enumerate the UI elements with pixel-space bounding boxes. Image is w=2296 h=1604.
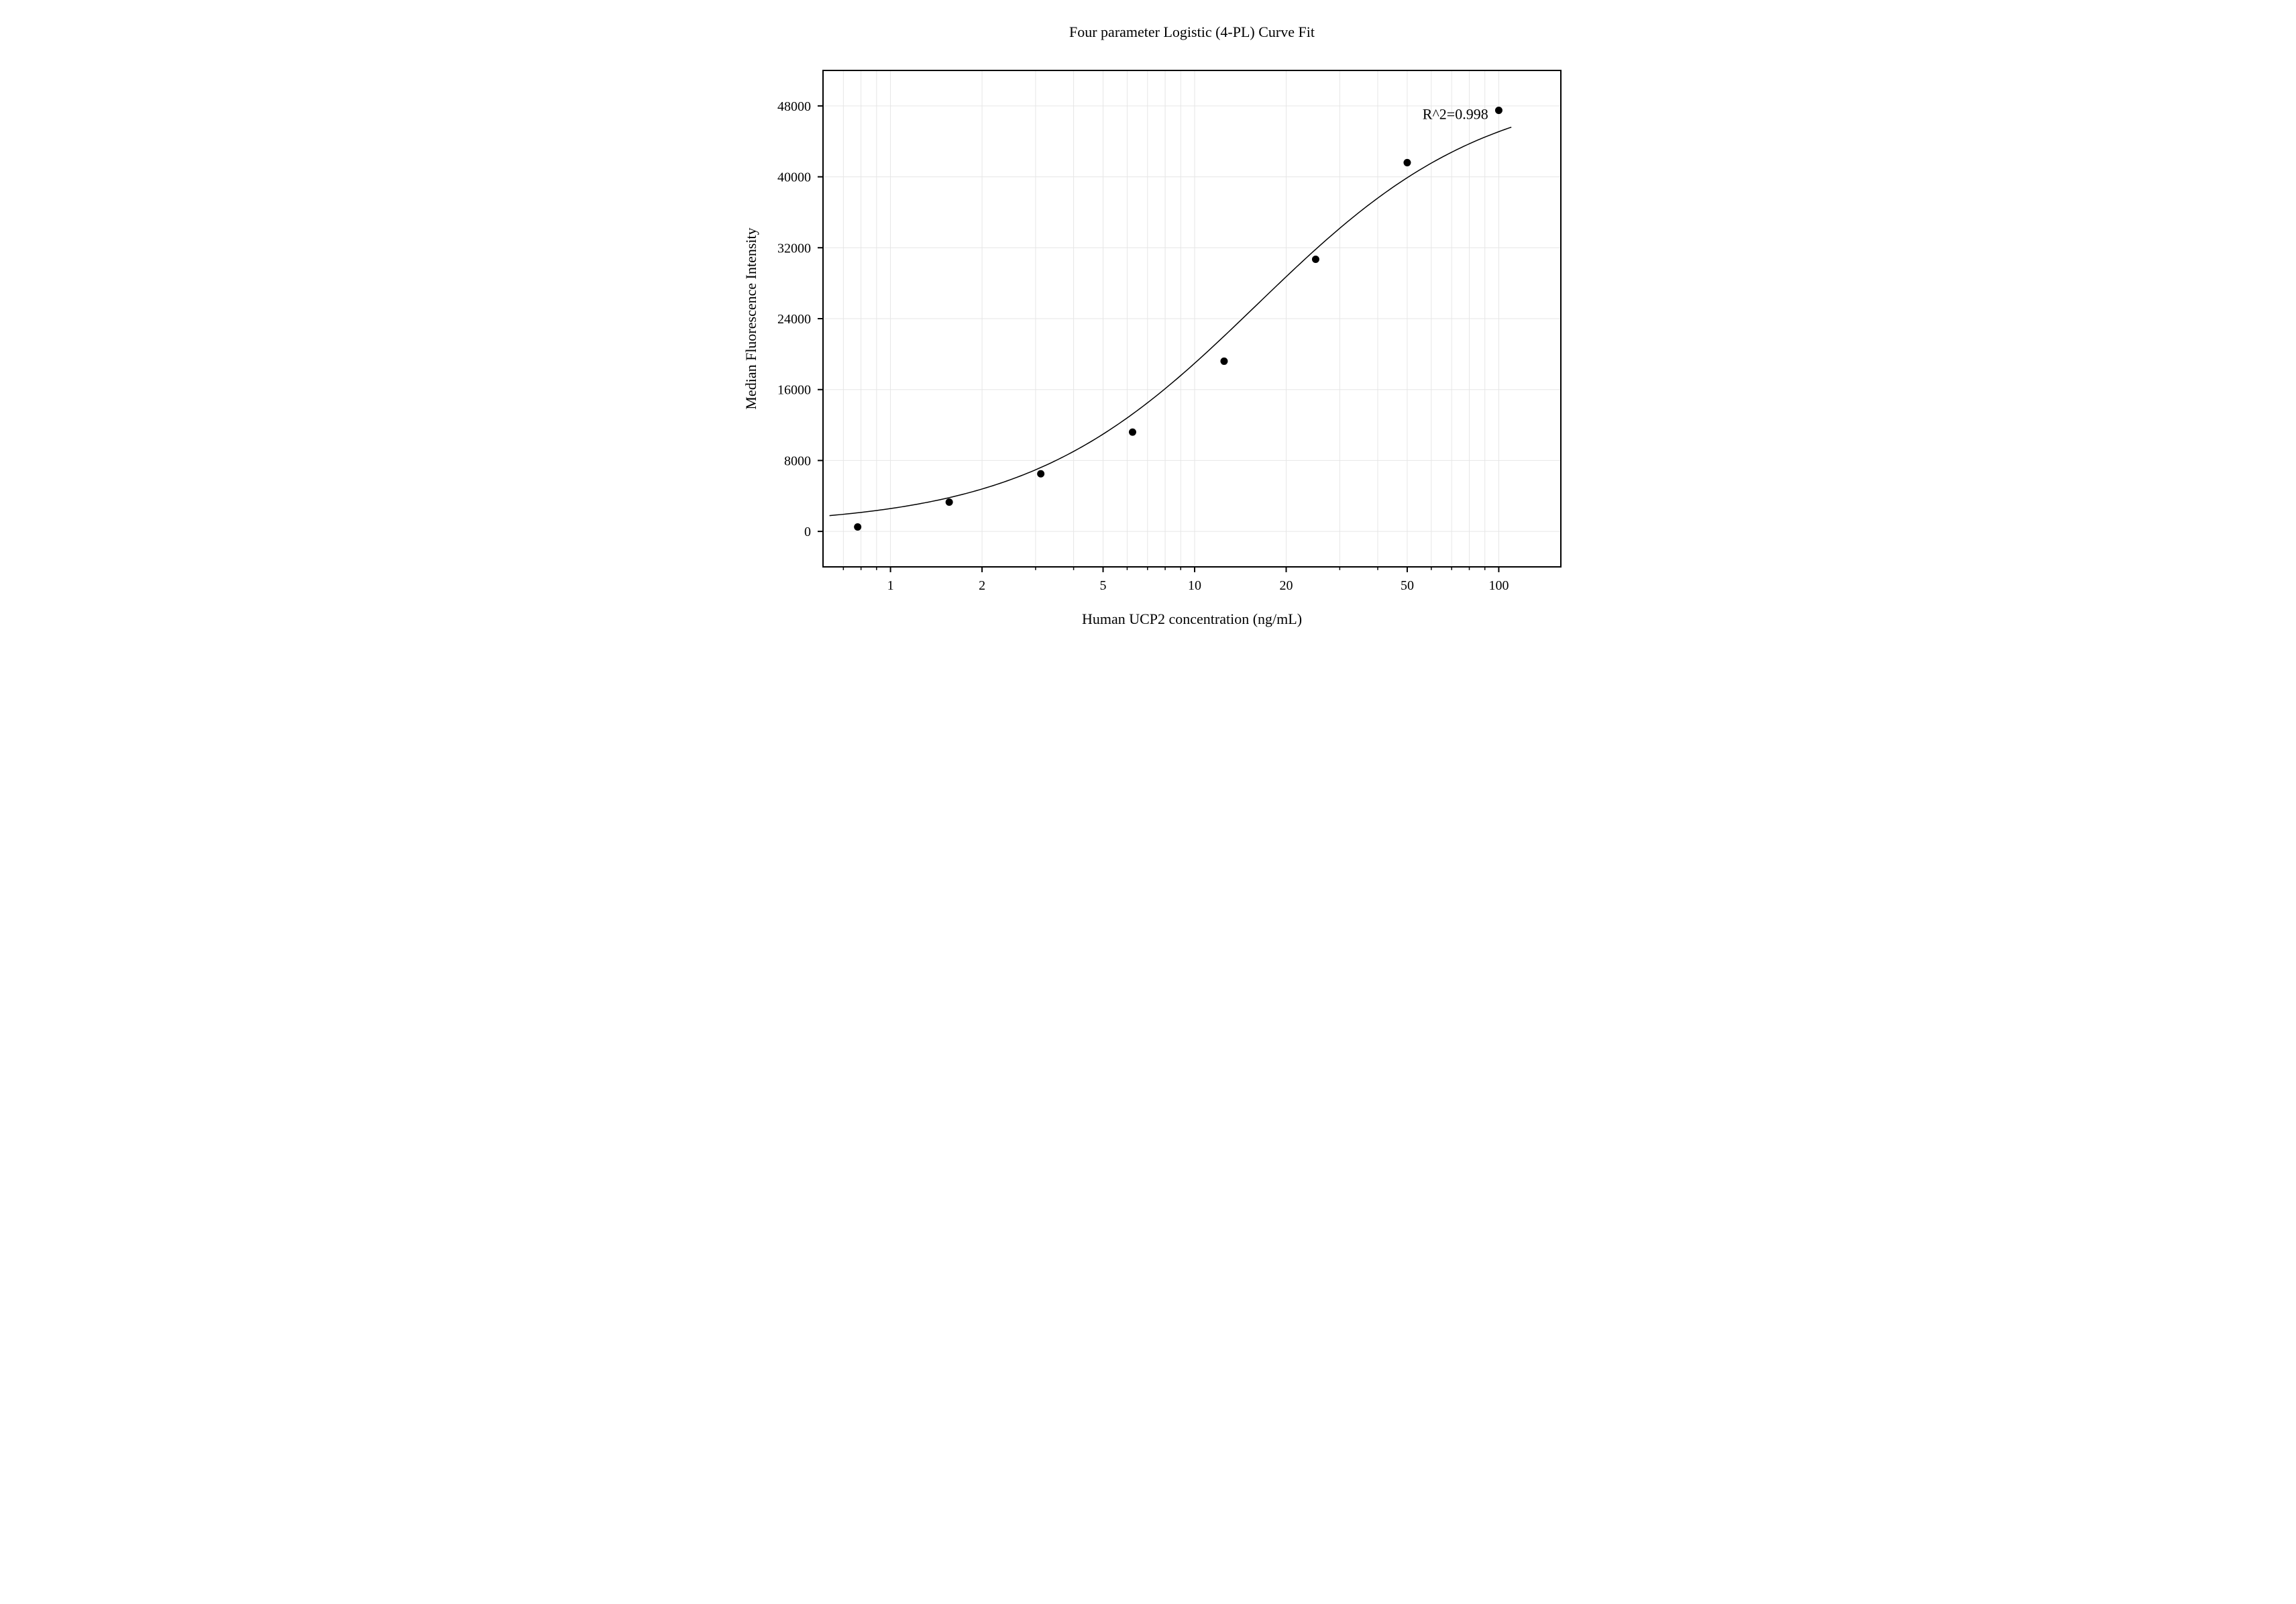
x-axis-label: Human UCP2 concentration (ng/mL): [1081, 610, 1301, 627]
data-point: [945, 498, 952, 506]
r-squared-annotation: R^2=0.998: [1422, 106, 1488, 123]
chart-title: Four parameter Logistic (4-PL) Curve Fit: [1069, 23, 1315, 40]
x-tick-label: 1: [887, 578, 893, 593]
data-point: [1494, 107, 1502, 114]
y-axis-label: Median Fluorescence Intensity: [743, 227, 759, 409]
data-point: [1037, 470, 1044, 478]
chart-svg: 1 2 5 10 20 50 100 0 8000 16000 24000 32000 40000 480…: [635, 0, 1661, 718]
data-point: [1403, 159, 1411, 166]
chart-container: 1 2 5 10 20 50 100 0 8000 16000 24000 32000 40000 480…: [635, 0, 1661, 718]
data-point: [1128, 429, 1136, 436]
y-tick-label: 32000: [777, 241, 811, 256]
data-point: [854, 523, 861, 531]
x-tick-label: 2: [979, 578, 985, 593]
y-tick-label: 0: [804, 525, 811, 539]
data-point: [1220, 358, 1227, 365]
x-tick-label: 10: [1188, 578, 1201, 593]
x-tick-label: 50: [1400, 578, 1413, 593]
x-tick-label: 100: [1488, 578, 1509, 593]
y-tick-label: 8000: [784, 453, 811, 468]
y-tick-label: 16000: [777, 383, 811, 398]
x-tick-label: 20: [1279, 578, 1293, 593]
y-tick-label: 48000: [777, 99, 811, 114]
x-tick-label: 5: [1099, 578, 1106, 593]
y-tick-label: 40000: [777, 170, 811, 185]
data-point: [1311, 256, 1319, 263]
y-tick-label: 24000: [777, 312, 811, 327]
